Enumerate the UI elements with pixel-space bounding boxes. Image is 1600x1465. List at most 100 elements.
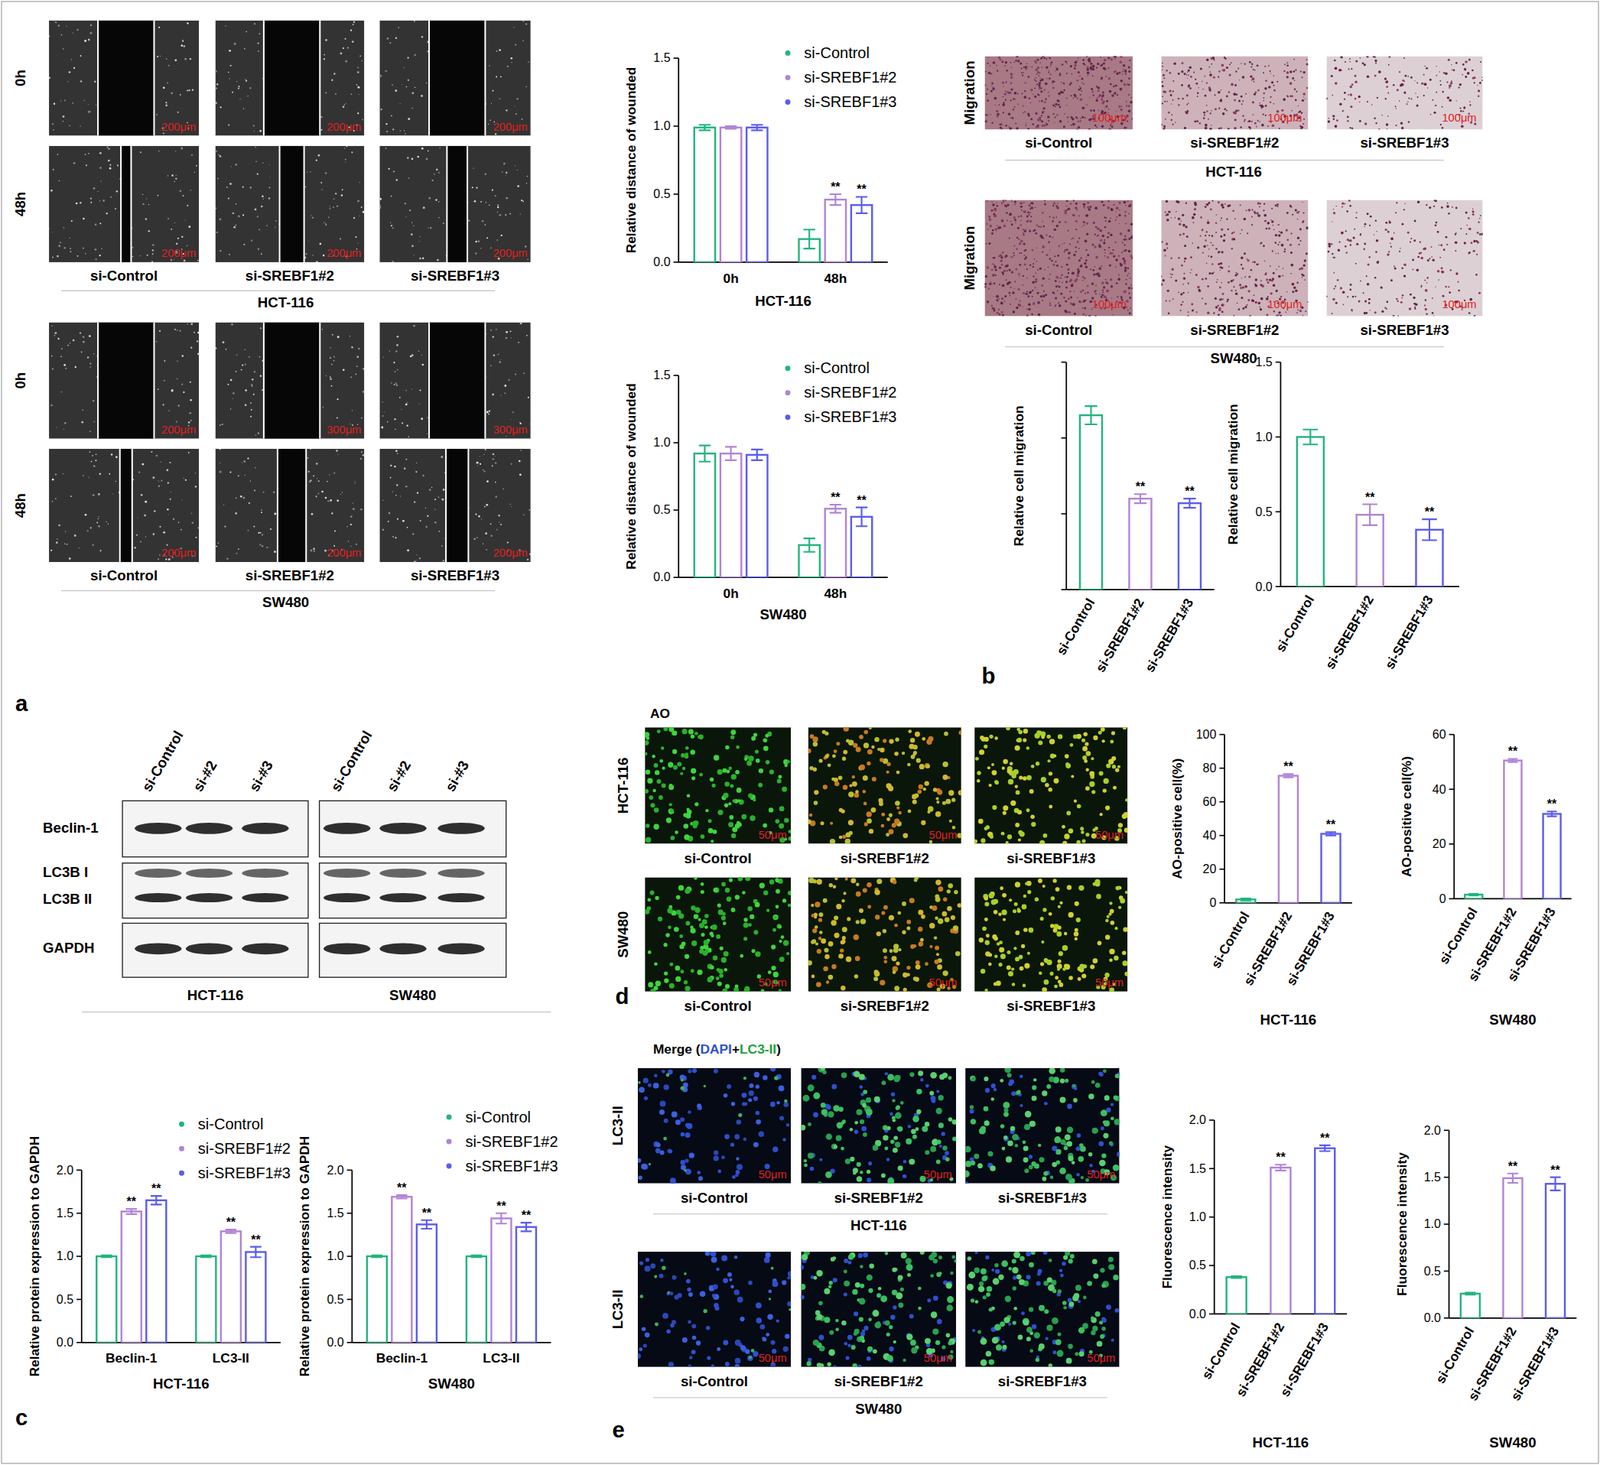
texture [260,327,262,329]
texture [1262,113,1265,115]
texture [408,177,410,179]
texture [1059,72,1061,75]
texture [163,380,165,381]
wound-gap [97,322,154,440]
texture [1131,117,1133,120]
texture [175,150,176,152]
texture [985,120,988,122]
texture [484,172,488,176]
texture [416,559,417,561]
wound-gap [279,146,305,263]
texture [486,410,489,414]
texture [336,398,339,400]
texture [1233,126,1237,131]
texture [261,389,264,391]
texture [74,534,77,537]
texture [1258,102,1261,105]
texture [526,182,527,184]
texture [226,558,228,560]
texture [392,491,394,492]
texture [1229,74,1232,77]
texture [395,350,398,353]
texture [97,525,101,528]
texture [237,548,240,550]
texture [89,430,92,433]
wound-image [379,322,531,440]
texture [1038,100,1041,102]
texture [514,44,517,46]
texture [425,507,427,509]
texture [411,221,413,223]
texture [323,58,326,60]
texture [395,494,397,497]
texture [439,147,441,149]
texture [492,453,495,456]
texture [333,360,335,361]
texture [1041,110,1045,114]
texture [472,167,474,169]
texture [361,119,364,121]
texture [191,89,194,92]
texture [253,393,255,396]
texture [499,97,501,100]
wound-gap [97,20,154,137]
wound-image-bg [48,20,199,137]
texture [64,99,66,101]
texture [169,461,171,464]
texture [88,334,92,338]
texture [522,39,524,41]
texture [1040,120,1044,123]
texture [262,162,264,163]
texture [109,167,112,170]
texture [312,474,315,477]
texture [497,206,499,209]
texture [1069,83,1071,85]
texture [390,465,392,467]
texture [1204,94,1207,98]
texture [1303,71,1306,74]
texture [68,125,70,127]
texture [1077,71,1080,74]
texture [1004,61,1008,64]
texture [491,90,494,92]
texture [384,70,387,72]
texture [71,102,74,105]
texture [999,123,1002,126]
texture [1172,80,1174,82]
texture [354,481,356,482]
texture [385,123,387,125]
texture [336,499,339,502]
texture [184,58,187,61]
column-label: si-Control [90,567,158,584]
texture [419,236,422,238]
texture [517,169,519,172]
texture [406,56,409,59]
texture [1015,126,1018,130]
texture [273,550,277,553]
texture [1034,112,1038,115]
texture [990,90,993,93]
texture [329,376,332,378]
texture [435,168,439,171]
texture [195,165,198,167]
texture [395,382,397,384]
texture [1105,75,1107,78]
texture [486,480,489,483]
texture [1004,98,1007,101]
texture [418,403,420,404]
texture [1303,118,1305,121]
texture [73,162,76,165]
texture [1232,110,1236,114]
texture [82,474,85,477]
texture [143,514,147,518]
texture [1284,63,1286,66]
texture [1101,94,1104,97]
texture [308,471,310,473]
texture [1008,113,1011,116]
texture [362,367,365,370]
texture [418,351,420,352]
texture [1022,112,1024,114]
texture [507,65,509,68]
texture [235,497,238,500]
texture [500,523,502,526]
